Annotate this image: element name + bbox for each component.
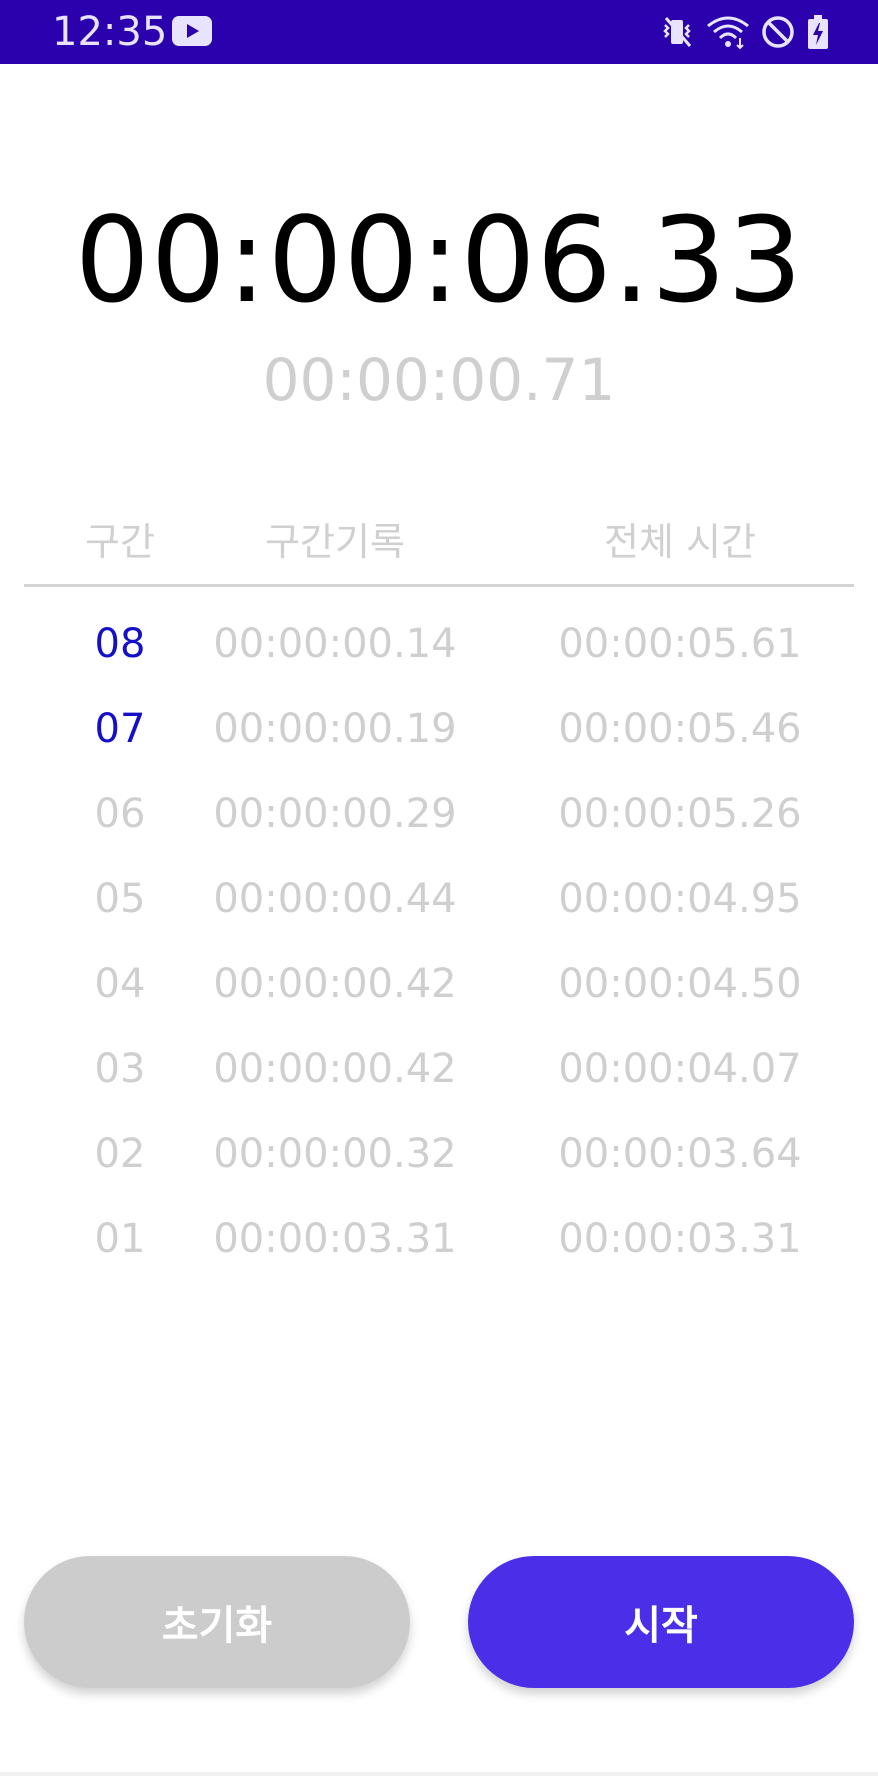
lap-list: 08 00:00:00.14 00:00:05.61 07 00:00:00.1…: [0, 616, 878, 1296]
lap-number: 08: [94, 621, 146, 667]
lap-split-time: 00:00:00.42: [213, 961, 457, 1007]
start-button[interactable]: 시작: [468, 1556, 854, 1688]
lap-total-time: 00:00:04.07: [558, 1046, 802, 1092]
lap-number: 02: [94, 1131, 146, 1177]
header-total: 전체 시간: [604, 520, 756, 564]
lap-number: 07: [94, 706, 146, 752]
lap-split-time: 00:00:00.42: [213, 1046, 457, 1092]
lap-total-time: 00:00:03.64: [558, 1131, 802, 1177]
lap-row: 02 00:00:00.32 00:00:03.64: [0, 1126, 878, 1211]
current-lap-time-display: 00:00:00.71: [262, 346, 616, 414]
lap-split-time: 00:00:03.31: [213, 1216, 457, 1262]
lap-row: 01 00:00:03.31 00:00:03.31: [0, 1211, 878, 1296]
header-lap: 구간: [85, 520, 155, 564]
lap-number: 04: [94, 961, 146, 1007]
lap-total-time: 00:00:03.31: [558, 1216, 802, 1262]
lap-row: 06 00:00:00.29 00:00:05.26: [0, 786, 878, 871]
status-icons: [660, 10, 830, 54]
navigation-bar-edge: [0, 1772, 878, 1776]
lap-total-time: 00:00:05.26: [558, 791, 802, 837]
elapsed-time-display: 00:00:06.33: [74, 191, 804, 329]
lap-number: 03: [94, 1046, 146, 1092]
lap-number: 05: [94, 876, 146, 922]
lap-total-time: 00:00:04.95: [558, 876, 802, 922]
wifi-icon: [707, 16, 749, 50]
reset-button[interactable]: 초기화: [24, 1556, 410, 1688]
header-split: 구간기록: [265, 520, 405, 564]
vibrate-icon: [663, 17, 692, 47]
lap-number: 01: [94, 1216, 146, 1262]
status-time: 12:35: [52, 9, 168, 55]
battery-charging-icon: [808, 15, 828, 49]
lap-split-time: 00:00:00.14: [213, 621, 457, 667]
lap-number: 06: [94, 791, 146, 837]
lap-split-time: 00:00:00.29: [213, 791, 457, 837]
lap-table-header: 구간 구간기록 전체 시간: [0, 516, 878, 568]
youtube-icon: [172, 16, 212, 46]
lap-split-time: 00:00:00.44: [213, 876, 457, 922]
lap-total-time: 00:00:05.61: [558, 621, 802, 667]
lap-total-time: 00:00:05.46: [558, 706, 802, 752]
lap-row: 07 00:00:00.19 00:00:05.46: [0, 701, 878, 786]
lap-split-time: 00:00:00.19: [213, 706, 457, 752]
lap-row: 03 00:00:00.42 00:00:04.07: [0, 1041, 878, 1126]
lap-row: 04 00:00:00.42 00:00:04.50: [0, 956, 878, 1041]
lap-total-time: 00:00:04.50: [558, 961, 802, 1007]
lap-row: 08 00:00:00.14 00:00:05.61: [0, 616, 878, 701]
lap-split-time: 00:00:00.32: [213, 1131, 457, 1177]
lap-row: 05 00:00:00.44 00:00:04.95: [0, 871, 878, 956]
header-divider: [24, 584, 854, 587]
status-bar: 12:35: [0, 0, 878, 64]
dnd-icon: [762, 16, 794, 48]
